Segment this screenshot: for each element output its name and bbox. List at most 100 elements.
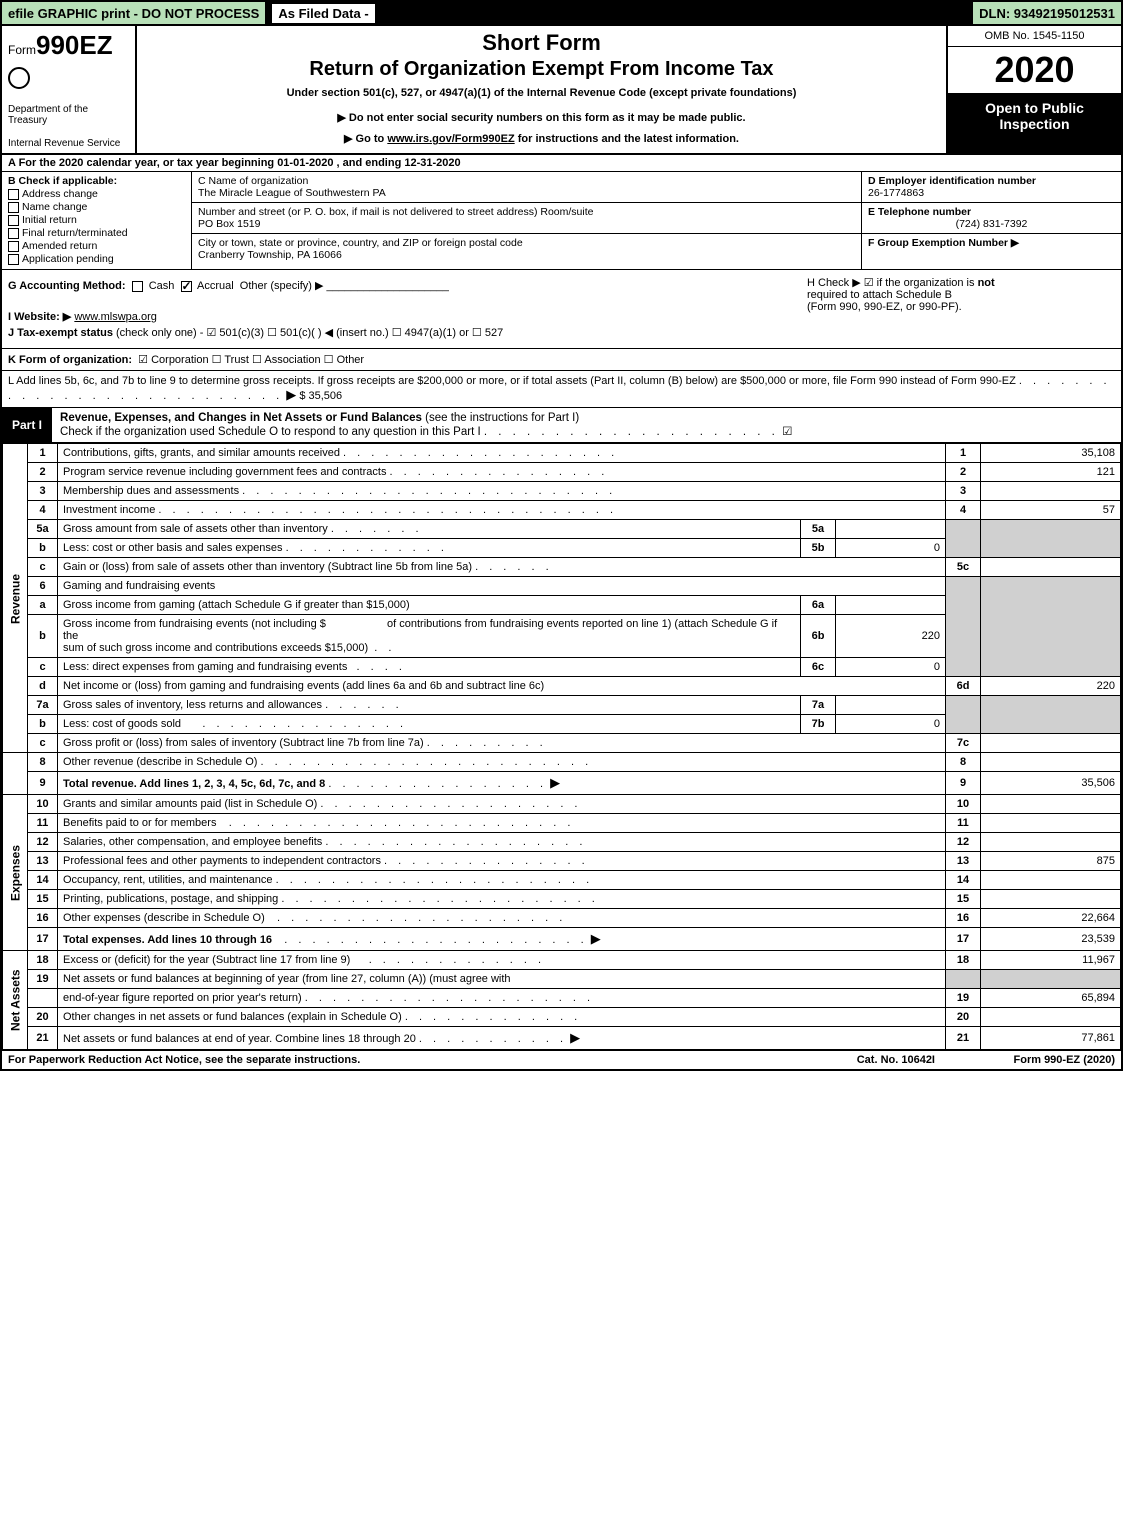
header-right: OMB No. 1545-1150 2020 Open to Public In… [946, 26, 1121, 153]
sl5a: 5a [801, 520, 836, 539]
rn4: 4 [946, 501, 981, 520]
L-value: $ 35,506 [299, 390, 342, 402]
row-15: 15 Printing, publications, postage, and … [3, 890, 1121, 909]
shade7b [981, 696, 1121, 734]
row-18: Net Assets 18 Excess or (deficit) for th… [3, 951, 1121, 970]
d4: Investment income [63, 504, 155, 516]
header-left: Form990EZ Department of the Treasury Int… [2, 26, 137, 153]
I-label: I Website: ▶ [8, 311, 71, 323]
ghi-right: H Check ▶ ☑ if the organization is not r… [801, 270, 1121, 348]
row-12: 12 Salaries, other compensation, and emp… [3, 833, 1121, 852]
rn18: 18 [946, 951, 981, 970]
chk-initial-return[interactable]: Initial return [8, 214, 185, 226]
C-addr-label: Number and street (or P. O. box, if mail… [198, 206, 855, 218]
n10: 10 [28, 795, 58, 814]
row-21: 21 Net assets or fund balances at end of… [3, 1027, 1121, 1050]
footer-mid: Cat. No. 10642I [857, 1054, 935, 1066]
n6: 6 [28, 577, 58, 596]
v10 [981, 795, 1121, 814]
v12 [981, 833, 1121, 852]
row-1: Revenue 1 Contributions, gifts, grants, … [3, 444, 1121, 463]
omb-number: OMB No. 1545-1150 [948, 26, 1121, 47]
C-name-row: C Name of organization The Miracle Leagu… [192, 172, 861, 203]
chk-name-change[interactable]: Name change [8, 201, 185, 213]
form-subtitle: Under section 501(c), 527, or 4947(a)(1)… [145, 87, 938, 99]
sl6a: 6a [801, 596, 836, 615]
chk-final-return[interactable]: Final return/terminated [8, 227, 185, 239]
d20: Other changes in net assets or fund bala… [63, 1011, 402, 1023]
d2: Program service revenue including govern… [63, 466, 386, 478]
row-6d: d Net income or (loss) from gaming and f… [3, 677, 1121, 696]
d17: Total expenses. Add lines 10 through 16 [63, 934, 272, 946]
row-5a: 5a Gross amount from sale of assets othe… [3, 520, 1121, 539]
row-10: Expenses 10 Grants and similar amounts p… [3, 795, 1121, 814]
form-note-ssn: ▶ Do not enter social security numbers o… [145, 111, 938, 124]
n9: 9 [28, 772, 58, 795]
rn1: 1 [946, 444, 981, 463]
sv5b: 0 [836, 539, 946, 558]
H-line1: H Check ▶ ☑ if the organization is not [807, 276, 1115, 289]
rn17: 17 [946, 928, 981, 951]
d15: Printing, publications, postage, and shi… [63, 893, 278, 905]
line-L: L Add lines 5b, 6c, and 7b to line 9 to … [2, 371, 1121, 408]
section-expenses: Expenses [3, 795, 28, 951]
efile-banner: efile GRAPHIC print - DO NOT PROCESS [2, 2, 265, 24]
C-city-value: Cranberry Township, PA 16066 [198, 249, 855, 261]
n5b: b [28, 539, 58, 558]
n7c: c [28, 734, 58, 753]
form-title-1: Short Form [145, 30, 938, 56]
header-center: Short Form Return of Organization Exempt… [137, 26, 946, 153]
E-value: (724) 831-7392 [868, 218, 1115, 230]
chk-application-pending[interactable]: Application pending [8, 253, 185, 265]
v13: 875 [981, 852, 1121, 871]
row-11: 11 Benefits paid to or for members . . .… [3, 814, 1121, 833]
G-label: G Accounting Method: [8, 280, 126, 292]
chk-cash[interactable] [132, 281, 143, 292]
sv7a [836, 696, 946, 715]
C-addr-value: PO Box 1519 [198, 218, 855, 230]
form-page: efile GRAPHIC print - DO NOT PROCESS As … [0, 0, 1123, 1071]
E-row: E Telephone number (724) 831-7392 [862, 203, 1121, 234]
n21: 21 [28, 1027, 58, 1050]
C-name-value: The Miracle League of Southwestern PA [198, 187, 855, 199]
D-value: 26-1774863 [868, 187, 1115, 199]
d19b: end-of-year figure reported on prior yea… [63, 992, 302, 1004]
chk-accrual[interactable] [181, 281, 192, 292]
rn8: 8 [946, 753, 981, 772]
d11: Benefits paid to or for members [63, 817, 216, 829]
irs-url: www.irs.gov/Form990EZ [387, 133, 514, 145]
H-line3: (Form 990, 990-EZ, or 990-PF). [807, 301, 1115, 313]
rn21: 21 [946, 1027, 981, 1050]
sl6b: 6b [801, 615, 836, 658]
v19: 65,894 [981, 989, 1121, 1008]
part1-table: Revenue 1 Contributions, gifts, grants, … [2, 443, 1121, 1050]
chk-amended-return[interactable]: Amended return [8, 240, 185, 252]
footer: For Paperwork Reduction Act Notice, see … [2, 1050, 1121, 1069]
rn6d: 6d [946, 677, 981, 696]
col-DEF: D Employer identification number 26-1774… [861, 172, 1121, 269]
form-note-url: ▶ Go to www.irs.gov/Form990EZ for instru… [145, 132, 938, 145]
rn9: 9 [946, 772, 981, 795]
d1: Contributions, gifts, grants, and simila… [63, 447, 340, 459]
n7a: 7a [28, 696, 58, 715]
chk-address-change[interactable]: Address change [8, 188, 185, 200]
shade6b [981, 577, 1121, 677]
d6: Gaming and fundraising events [58, 577, 946, 596]
rn13: 13 [946, 852, 981, 871]
rn2: 2 [946, 463, 981, 482]
n8: 8 [28, 753, 58, 772]
d16: Other expenses (describe in Schedule O) [63, 912, 265, 924]
row-17: 17 Total expenses. Add lines 10 through … [3, 928, 1121, 951]
n17: 17 [28, 928, 58, 951]
n19: 19 [28, 970, 58, 989]
v1: 35,108 [981, 444, 1121, 463]
C-city-label: City or town, state or province, country… [198, 237, 855, 249]
D-label: D Employer identification number [868, 175, 1115, 187]
sl6c: 6c [801, 658, 836, 677]
n13: 13 [28, 852, 58, 871]
d6b3: sum of such gross income and contributio… [63, 642, 368, 654]
part1-title: Revenue, Expenses, and Changes in Net As… [52, 408, 1121, 442]
I-value: www.mlswpa.org [74, 311, 157, 323]
d6b1: Gross income from fundraising events (no… [63, 618, 326, 630]
shade19 [946, 970, 981, 989]
